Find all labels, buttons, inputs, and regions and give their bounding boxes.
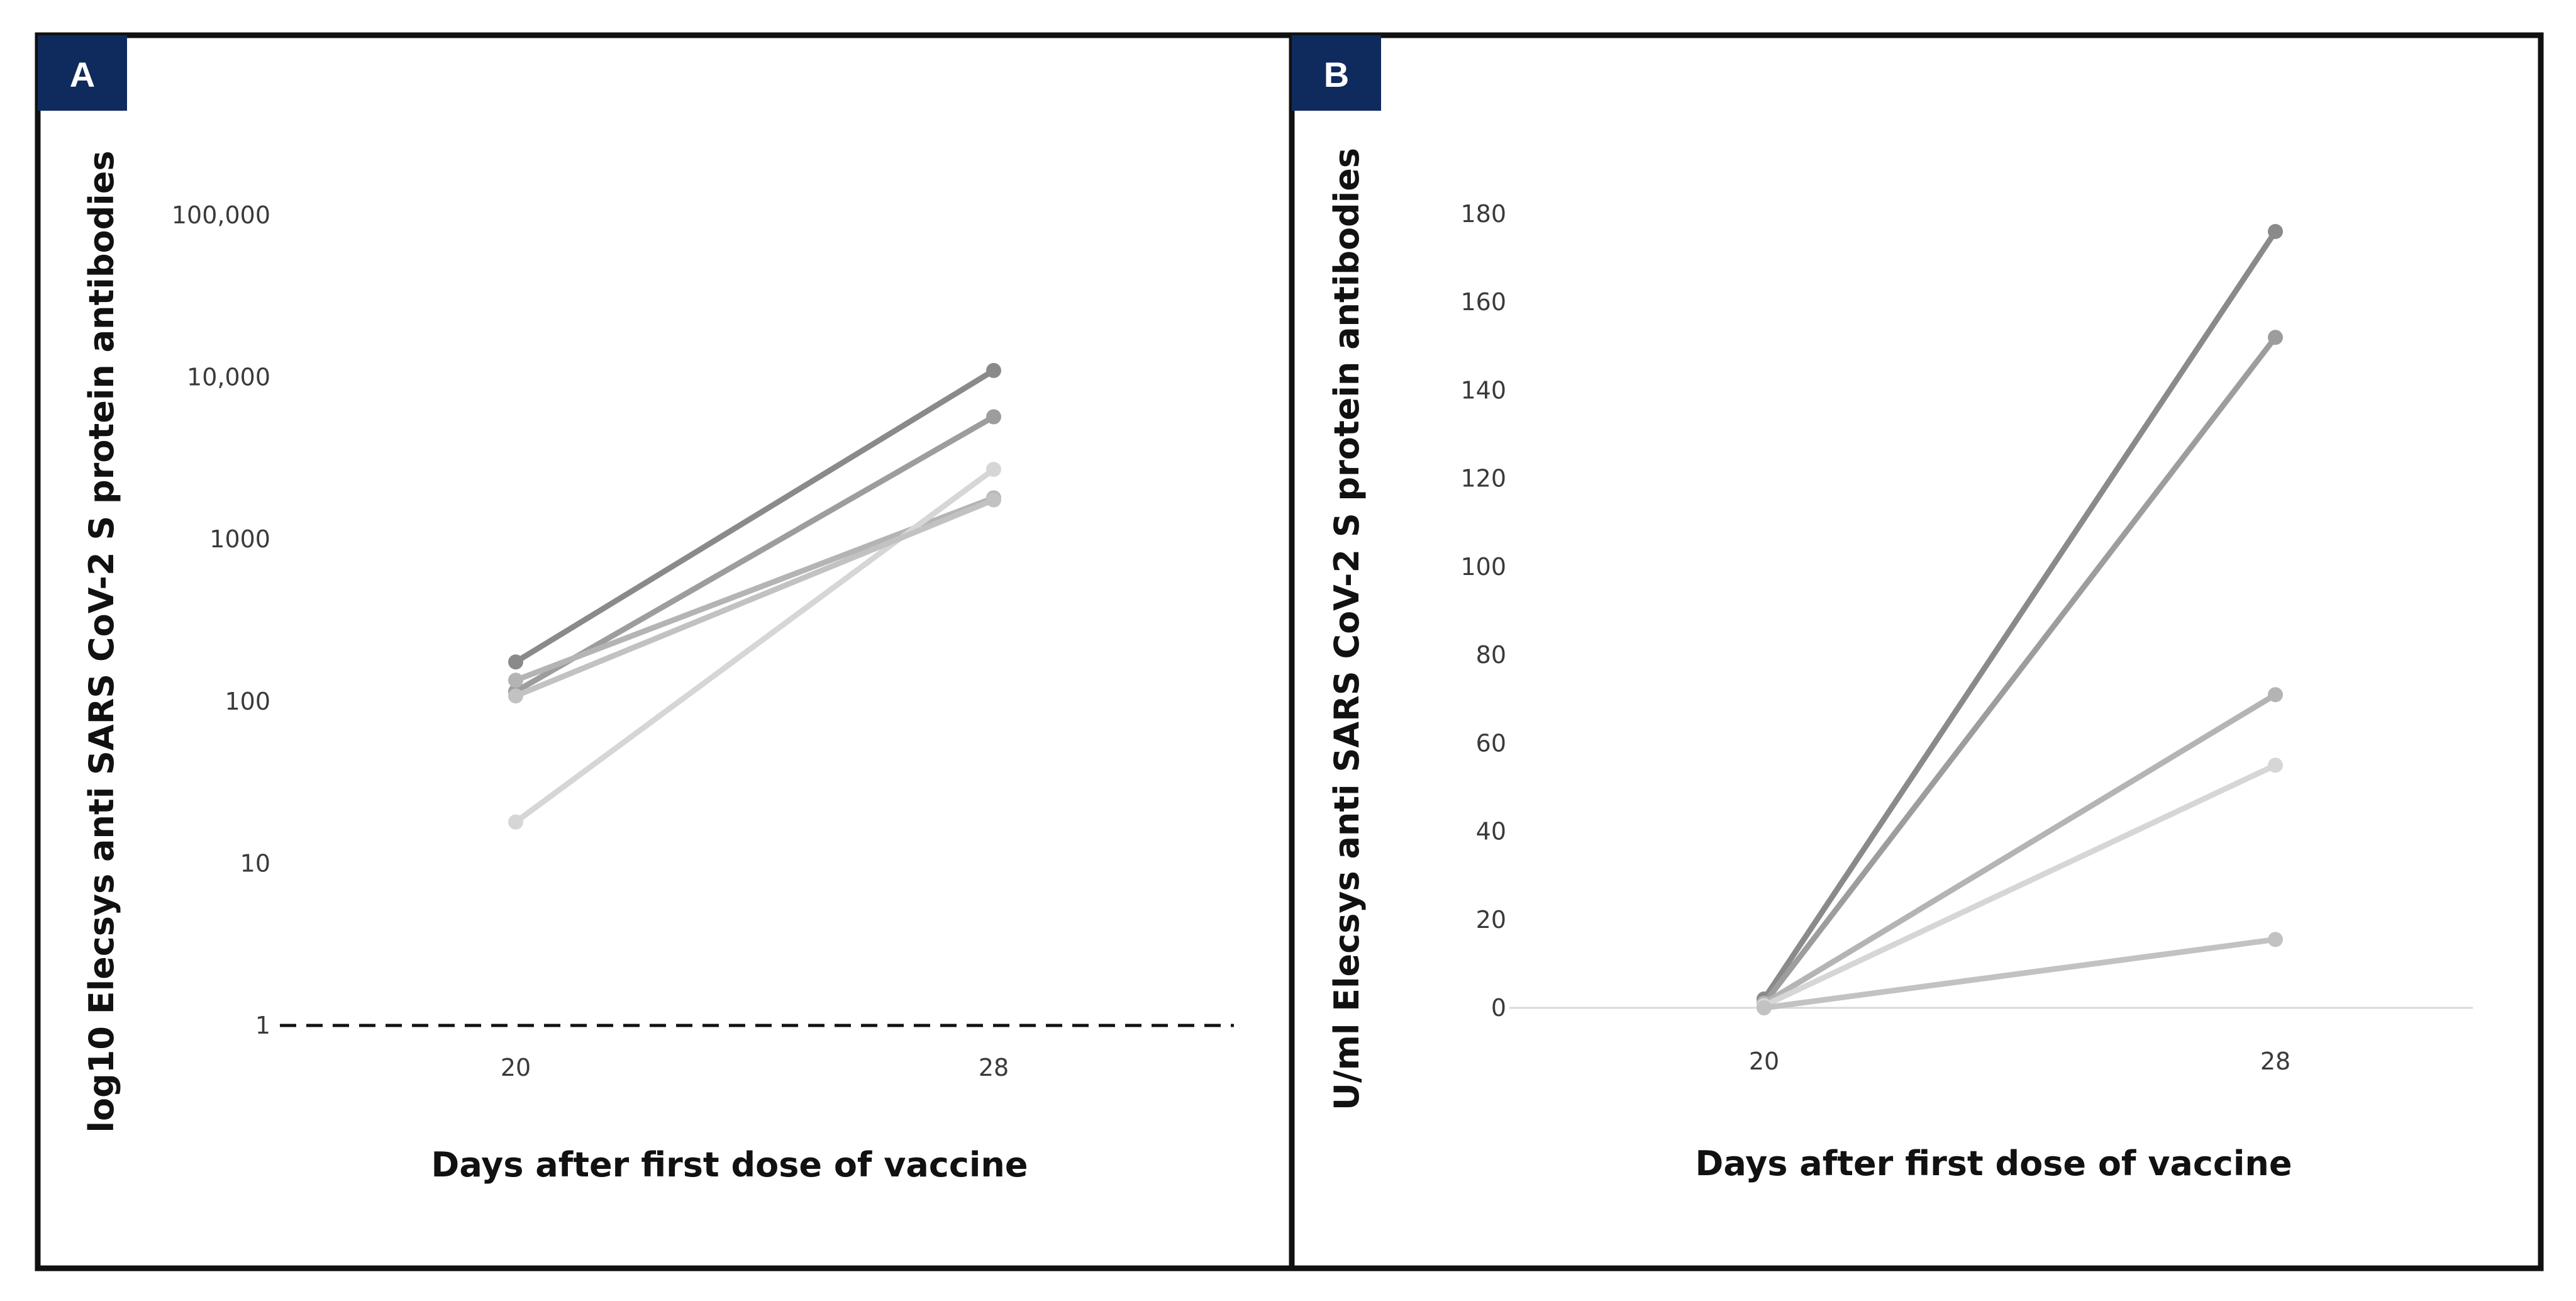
data-point: [508, 673, 523, 688]
x-tick-label: 28: [979, 1054, 1009, 1081]
panel-b-label-box: [1292, 35, 1381, 111]
y-tick-label: 180: [1460, 200, 1506, 228]
series-line-4: [513, 466, 997, 825]
data-point: [986, 409, 1001, 425]
y-tick-label: 10: [240, 849, 270, 877]
data-point: [986, 462, 1001, 477]
y-tick-label: 1: [255, 1012, 270, 1039]
y-tick-label: 140: [1460, 376, 1506, 404]
x-tick-label: 28: [2260, 1047, 2290, 1075]
panel-a-label: A: [70, 55, 95, 94]
x-tick-label: 20: [501, 1054, 531, 1081]
series-line-1: [1761, 228, 2279, 1002]
y-axis-title: log10 Elecsys anti SARS CoV-2 S protein …: [82, 150, 121, 1132]
data-point: [2268, 224, 2283, 240]
series-line-1: [513, 367, 997, 665]
y-tick-label: 1000: [209, 525, 270, 553]
data-point: [508, 814, 523, 830]
data-point: [508, 654, 523, 670]
data-point: [1757, 1000, 1772, 1015]
y-tick-label: 80: [1476, 641, 1506, 669]
y-tick-label: 100,000: [172, 201, 270, 229]
y-tick-label: 10,000: [187, 364, 270, 391]
chart-b: 0 20 40 60 80 100 120 140 160 180 20 28 Days after f…: [1327, 148, 2473, 1183]
data-point: [2268, 687, 2283, 703]
y-tick-label: 0: [1491, 994, 1506, 1022]
panel-b-label: B: [1324, 55, 1349, 94]
chart-a: 1 10 100 1000 10,000 100,000 20 28 Days after fi…: [82, 150, 1234, 1185]
series-line-4: [1761, 762, 2279, 1008]
data-point: [986, 492, 1001, 508]
y-tick-label: 40: [1476, 818, 1506, 846]
data-point: [2268, 330, 2283, 345]
y-tick-label: 160: [1460, 288, 1506, 316]
panel-b-frame: [1289, 32, 2544, 1271]
y-axis-title: U/ml Elecsys anti SARS CoV-2 S protein a…: [1327, 148, 1367, 1110]
series-line-3: [1761, 691, 2279, 1007]
series-line-5: [513, 497, 997, 699]
panel-b: B: [1289, 32, 2544, 1271]
y-tick-label: 100: [225, 688, 270, 715]
data-point: [2268, 932, 2283, 947]
panel-a-label-box: [38, 35, 127, 111]
series-line-5: [1761, 936, 2279, 1011]
y-tick-label: 100: [1460, 553, 1506, 581]
y-tick-label: 120: [1460, 465, 1506, 493]
x-axis-title: Days after first dose of vaccine: [1696, 1144, 2292, 1183]
data-point: [2268, 757, 2283, 773]
x-tick-label: 20: [1749, 1047, 1779, 1075]
series-line-2: [1761, 334, 2279, 1007]
x-axis-title: Days after first dose of vaccine: [431, 1145, 1028, 1185]
data-point: [986, 362, 1001, 378]
y-tick-label: 20: [1476, 906, 1506, 934]
y-tick-label: 60: [1476, 729, 1506, 757]
series-line-2: [513, 413, 997, 695]
data-point: [508, 688, 523, 704]
